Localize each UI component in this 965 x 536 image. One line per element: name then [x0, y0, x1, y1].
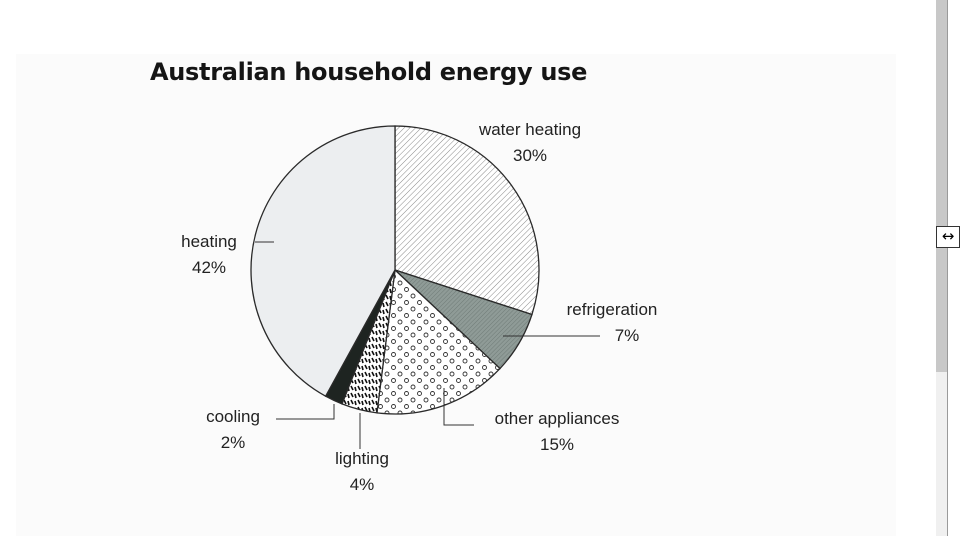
label-other-appliances: other appliances 15% [494, 409, 620, 454]
label-heating: heating 42% [181, 232, 237, 277]
pie-slice-heating [250, 125, 396, 398]
label-cooling: cooling 2% [206, 407, 260, 452]
label-refrigeration: refrigeration 7% [566, 300, 658, 345]
pie-slice-water-heating [394, 125, 540, 316]
window-edge [947, 0, 948, 536]
scrollbar-thumb[interactable] [936, 0, 948, 372]
label-lighting: lighting 4% [335, 449, 389, 494]
resize-horizontal-icon[interactable]: ↔ [936, 226, 960, 248]
chart-title: Australian household energy use [150, 58, 588, 86]
label-water-heating: water heating 30% [478, 120, 582, 165]
leader-cooling [276, 404, 335, 420]
leader-other-appliances [443, 388, 474, 426]
